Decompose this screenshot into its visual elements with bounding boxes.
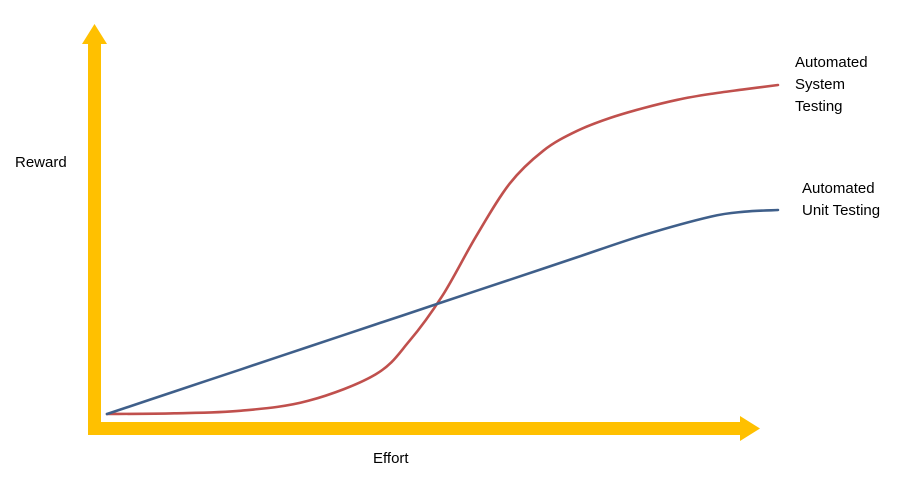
series-group [105, 83, 780, 416]
y-axis-label: Reward [15, 154, 67, 171]
series-label-line: Unit Testing [802, 202, 880, 219]
series-label-line: Automated [802, 180, 875, 197]
x-axis [88, 422, 742, 435]
axes [82, 24, 760, 441]
x-axis-arrow [740, 416, 760, 441]
y-axis-arrow [82, 24, 107, 44]
series-label-line: Automated [795, 54, 868, 71]
x-axis-label: Effort [373, 450, 409, 467]
series-label-automated-unit-testing: Automated Unit Testing [802, 180, 880, 219]
series-line-automated-system-testing [105, 83, 780, 416]
series-label-line: Testing [795, 98, 843, 115]
series-label-automated-system-testing: Automated System Testing [795, 54, 872, 115]
series-line-automated-unit-testing [105, 208, 780, 416]
y-axis [88, 42, 101, 435]
series-label-line: System [795, 76, 845, 93]
